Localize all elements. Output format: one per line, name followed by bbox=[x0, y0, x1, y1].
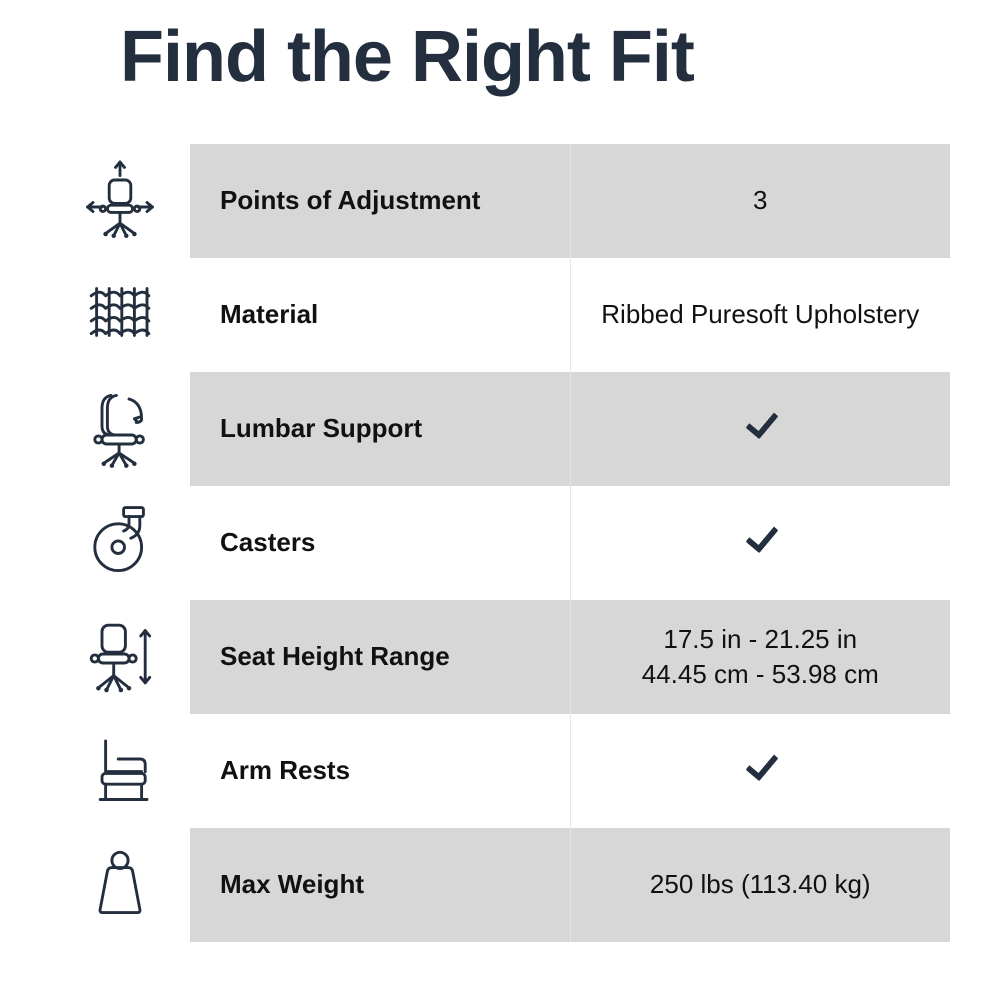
spec-sheet: Find the Right Fit bbox=[0, 0, 1000, 942]
row-value: 3 bbox=[570, 144, 950, 258]
check-icon bbox=[743, 749, 777, 783]
material-fabric-icon bbox=[50, 258, 190, 372]
height-chair-icon bbox=[50, 600, 190, 714]
page-title: Find the Right Fit bbox=[120, 20, 950, 96]
row-value: 250 lbs (113.40 kg) bbox=[570, 828, 950, 942]
row-label: Arm Rests bbox=[190, 714, 570, 828]
lumbar-chair-icon bbox=[50, 372, 190, 486]
row-label: Material bbox=[190, 258, 570, 372]
row-label: Lumbar Support bbox=[190, 372, 570, 486]
check-icon bbox=[743, 407, 777, 441]
table-row: Casters bbox=[50, 486, 950, 600]
table-row: Arm Rests bbox=[50, 714, 950, 828]
row-value bbox=[570, 714, 950, 828]
table-row: Material Ribbed Puresoft Upholstery bbox=[50, 258, 950, 372]
check-icon bbox=[743, 521, 777, 555]
row-label: Max Weight bbox=[190, 828, 570, 942]
row-value: Ribbed Puresoft Upholstery bbox=[570, 258, 950, 372]
row-value bbox=[570, 372, 950, 486]
adjustment-chair-icon bbox=[50, 144, 190, 258]
max-weight-icon bbox=[50, 828, 190, 942]
table-row: Seat Height Range 17.5 in - 21.25 in44.4… bbox=[50, 600, 950, 714]
row-label: Points of Adjustment bbox=[190, 144, 570, 258]
table-row: Max Weight 250 lbs (113.40 kg) bbox=[50, 828, 950, 942]
table-row: Points of Adjustment 3 bbox=[50, 144, 950, 258]
row-label: Seat Height Range bbox=[190, 600, 570, 714]
armrest-chair-icon bbox=[50, 714, 190, 828]
row-label: Casters bbox=[190, 486, 570, 600]
row-value bbox=[570, 486, 950, 600]
caster-wheel-icon bbox=[50, 486, 190, 600]
spec-table: Points of Adjustment 3 Material Ribbed P… bbox=[50, 144, 950, 942]
row-value: 17.5 in - 21.25 in44.45 cm - 53.98 cm bbox=[570, 600, 950, 714]
table-row: Lumbar Support bbox=[50, 372, 950, 486]
